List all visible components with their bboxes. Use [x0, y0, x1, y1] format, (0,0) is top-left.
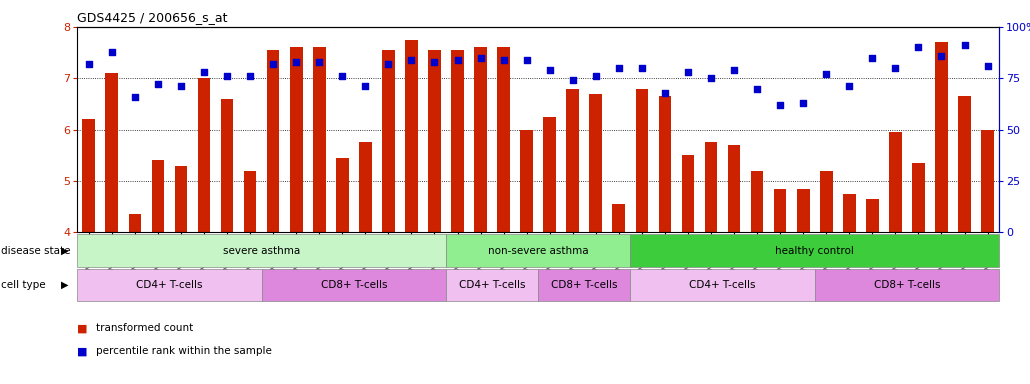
- Bar: [359, 142, 372, 384]
- Point: [702, 75, 719, 81]
- Point: [127, 94, 143, 100]
- Text: ■: ■: [77, 323, 88, 333]
- Bar: [728, 145, 741, 384]
- Point: [980, 63, 996, 69]
- Text: CD8+ T-cells: CD8+ T-cells: [873, 280, 940, 290]
- Bar: [336, 158, 348, 384]
- Bar: [866, 199, 879, 384]
- Bar: [889, 132, 901, 384]
- Bar: [636, 89, 648, 384]
- Point: [495, 57, 512, 63]
- Bar: [913, 163, 925, 384]
- Bar: [797, 189, 810, 384]
- Point: [564, 77, 581, 83]
- Point: [357, 83, 374, 89]
- Bar: [220, 99, 234, 384]
- Bar: [982, 130, 994, 384]
- Bar: [474, 48, 487, 384]
- Point: [242, 73, 259, 79]
- Point: [542, 67, 558, 73]
- Text: cell type: cell type: [1, 280, 45, 290]
- Bar: [175, 166, 187, 384]
- Point: [173, 83, 190, 89]
- Bar: [774, 189, 787, 384]
- Bar: [613, 204, 625, 384]
- Point: [311, 59, 328, 65]
- Point: [749, 85, 765, 91]
- Bar: [313, 48, 325, 384]
- Bar: [958, 96, 971, 384]
- Bar: [544, 117, 556, 384]
- Point: [104, 48, 121, 55]
- Point: [726, 67, 743, 73]
- Text: percentile rank within the sample: percentile rank within the sample: [96, 346, 272, 356]
- Text: severe asthma: severe asthma: [222, 245, 301, 256]
- Point: [818, 71, 834, 77]
- Point: [265, 61, 281, 67]
- Bar: [451, 50, 464, 384]
- Bar: [405, 40, 418, 384]
- Bar: [566, 89, 579, 384]
- Point: [149, 81, 166, 88]
- Point: [911, 44, 927, 50]
- Bar: [198, 78, 210, 384]
- Bar: [151, 161, 164, 384]
- Point: [403, 57, 419, 63]
- Bar: [244, 170, 256, 384]
- Text: non-severe asthma: non-severe asthma: [488, 245, 588, 256]
- Text: CD8+ T-cells: CD8+ T-cells: [551, 280, 618, 290]
- Bar: [428, 50, 441, 384]
- Bar: [382, 50, 394, 384]
- Bar: [105, 73, 118, 384]
- Bar: [497, 48, 510, 384]
- Text: GDS4425 / 200656_s_at: GDS4425 / 200656_s_at: [77, 11, 228, 24]
- Point: [680, 69, 696, 75]
- Text: ■: ■: [77, 346, 88, 356]
- Point: [842, 83, 858, 89]
- Point: [933, 53, 950, 59]
- Point: [611, 65, 627, 71]
- Point: [218, 73, 235, 79]
- Point: [956, 42, 972, 48]
- Point: [657, 89, 674, 96]
- Point: [426, 59, 443, 65]
- Bar: [267, 50, 279, 384]
- Point: [334, 73, 350, 79]
- Text: CD4+ T-cells: CD4+ T-cells: [689, 280, 756, 290]
- Text: disease state: disease state: [1, 245, 70, 256]
- Text: transformed count: transformed count: [96, 323, 193, 333]
- Point: [795, 100, 812, 106]
- Text: CD8+ T-cells: CD8+ T-cells: [320, 280, 387, 290]
- Point: [473, 55, 489, 61]
- Bar: [129, 214, 141, 384]
- Bar: [843, 194, 856, 384]
- Bar: [289, 48, 303, 384]
- Point: [196, 69, 212, 75]
- Point: [587, 73, 604, 79]
- Bar: [82, 119, 95, 384]
- Text: CD4+ T-cells: CD4+ T-cells: [136, 280, 203, 290]
- Point: [633, 65, 650, 71]
- Bar: [705, 142, 717, 384]
- Text: ▶: ▶: [61, 245, 69, 256]
- Bar: [935, 42, 948, 384]
- Bar: [751, 170, 763, 384]
- Point: [864, 55, 881, 61]
- Point: [380, 61, 397, 67]
- Bar: [520, 130, 533, 384]
- Text: healthy control: healthy control: [776, 245, 854, 256]
- Point: [288, 59, 305, 65]
- Point: [771, 102, 788, 108]
- Text: CD4+ T-cells: CD4+ T-cells: [458, 280, 525, 290]
- Bar: [589, 94, 603, 384]
- Point: [887, 65, 903, 71]
- Bar: [658, 96, 672, 384]
- Bar: [682, 155, 694, 384]
- Point: [449, 57, 466, 63]
- Text: ▶: ▶: [61, 280, 69, 290]
- Bar: [820, 170, 832, 384]
- Point: [80, 61, 97, 67]
- Point: [518, 57, 535, 63]
